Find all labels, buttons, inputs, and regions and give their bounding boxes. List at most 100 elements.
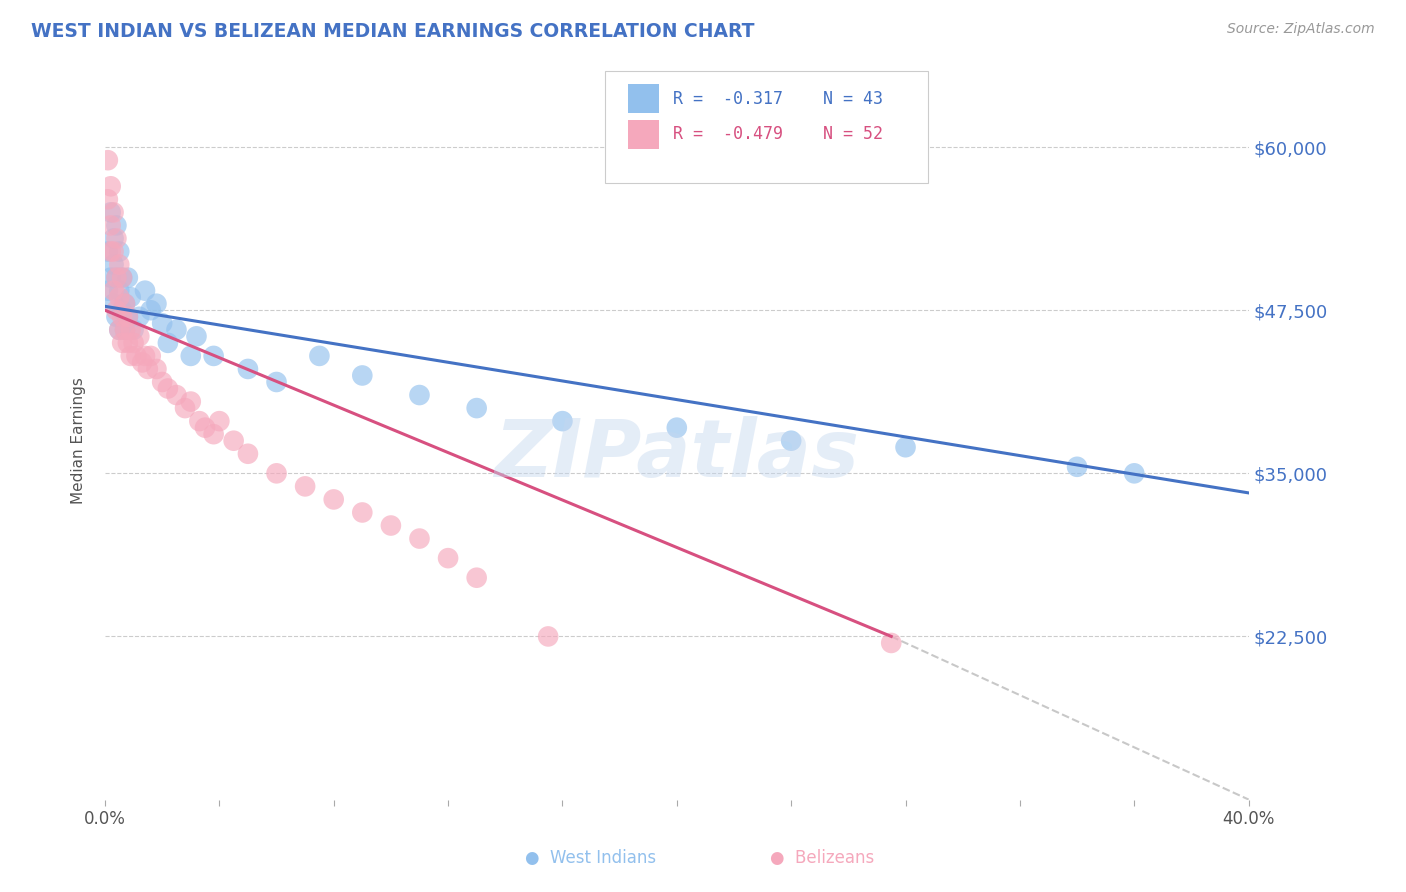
Point (352, 506, 374, 520)
Point (139, 349, 162, 363)
Point (117, 310, 139, 324)
Point (236, 362, 259, 376)
Point (122, 323, 145, 337)
Point (120, 290, 142, 304)
Point (308, 349, 330, 363)
Point (114, 296, 136, 310)
Point (125, 349, 148, 363)
Point (103, 296, 125, 310)
Point (111, 303, 134, 318)
Point (139, 303, 162, 318)
Point (105, 270, 128, 285)
Point (128, 310, 150, 324)
Text: R =  -0.479    N = 52: R = -0.479 N = 52 (673, 125, 883, 144)
Point (105, 219, 128, 233)
Point (108, 258, 131, 272)
Point (188, 414, 211, 428)
Point (114, 323, 136, 337)
Point (266, 375, 288, 389)
Point (665, 420, 688, 434)
Point (100, 244, 122, 259)
Point (437, 551, 460, 566)
Point (465, 401, 488, 416)
Point (465, 571, 488, 585)
Point (103, 244, 125, 259)
Point (166, 388, 188, 402)
Text: ●  Belizeans: ● Belizeans (770, 849, 875, 867)
Point (266, 467, 288, 481)
Point (108, 284, 131, 298)
Point (1123, 467, 1146, 481)
Text: ●  West Indians: ● West Indians (524, 849, 657, 867)
Point (408, 388, 430, 402)
Point (100, 205, 122, 219)
Point (166, 323, 188, 337)
Point (145, 362, 167, 376)
Point (103, 258, 125, 272)
Point (1066, 459, 1088, 474)
Point (103, 231, 125, 245)
Point (894, 440, 917, 454)
Point (380, 518, 402, 533)
Point (108, 323, 131, 337)
Point (100, 270, 122, 285)
Point (236, 447, 259, 461)
Point (156, 382, 179, 396)
Point (108, 244, 131, 259)
Point (145, 296, 167, 310)
Text: WEST INDIAN VS BELIZEAN MEDIAN EARNINGS CORRELATION CHART: WEST INDIAN VS BELIZEAN MEDIAN EARNINGS … (31, 22, 755, 41)
Point (111, 335, 134, 350)
Point (111, 270, 134, 285)
Text: R =  -0.317    N = 43: R = -0.317 N = 43 (673, 89, 883, 108)
Point (103, 284, 125, 298)
Point (114, 323, 136, 337)
Point (105, 231, 128, 245)
Point (136, 362, 159, 376)
Point (128, 329, 150, 343)
Point (880, 636, 903, 650)
Point (111, 270, 134, 285)
Point (202, 427, 225, 442)
Y-axis label: Median Earnings: Median Earnings (72, 377, 86, 504)
Point (117, 310, 139, 324)
Point (97, 284, 120, 298)
Point (352, 368, 374, 383)
Point (108, 290, 131, 304)
Point (114, 296, 136, 310)
Point (180, 394, 202, 409)
Point (111, 310, 134, 324)
Point (100, 179, 122, 194)
Point (551, 414, 574, 428)
Point (194, 420, 217, 434)
Point (105, 303, 128, 318)
Point (174, 401, 197, 416)
Point (105, 310, 128, 324)
Point (120, 323, 142, 337)
Text: ZIPatlas: ZIPatlas (495, 416, 859, 494)
Point (180, 349, 202, 363)
Point (117, 335, 139, 350)
Text: Source: ZipAtlas.com: Source: ZipAtlas.com (1227, 22, 1375, 37)
Point (105, 270, 128, 285)
Point (100, 219, 122, 233)
Point (780, 434, 803, 448)
Point (150, 316, 173, 330)
Point (134, 349, 156, 363)
Point (186, 329, 208, 343)
Point (97, 244, 120, 259)
Point (537, 629, 560, 643)
Point (222, 434, 245, 448)
Point (134, 284, 156, 298)
Point (131, 355, 153, 369)
Point (202, 349, 225, 363)
Point (97, 153, 120, 168)
Point (150, 375, 173, 389)
Point (120, 349, 142, 363)
Point (103, 205, 125, 219)
Point (108, 323, 131, 337)
Point (208, 414, 231, 428)
Point (322, 492, 344, 507)
Point (294, 479, 316, 493)
Point (156, 335, 179, 350)
Point (122, 335, 145, 350)
